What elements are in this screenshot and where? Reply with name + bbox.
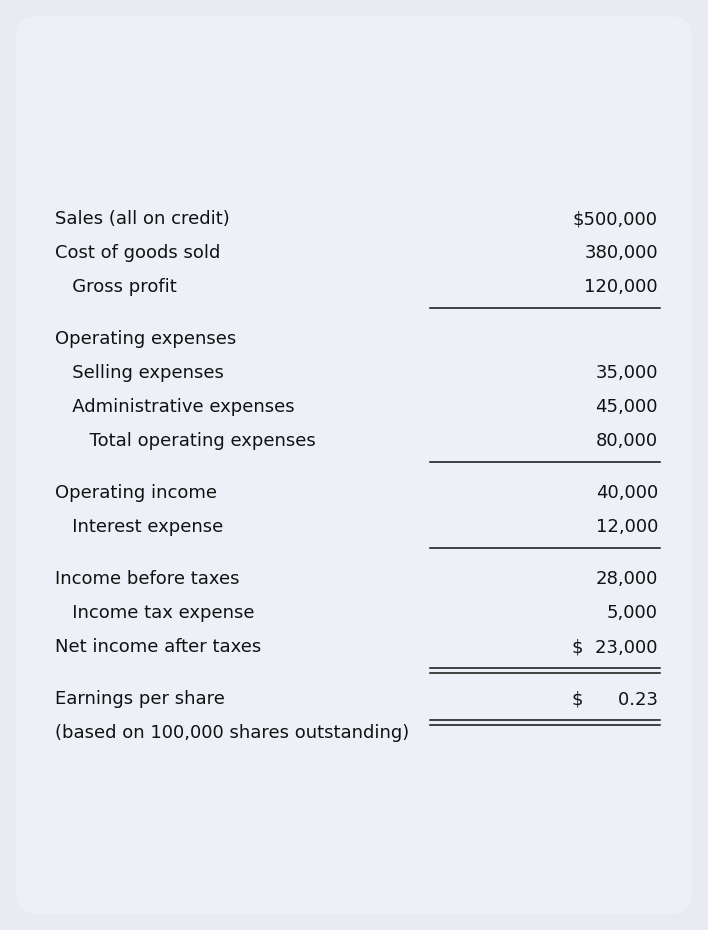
Text: Selling expenses: Selling expenses [55, 364, 224, 382]
Text: 80,000: 80,000 [596, 432, 658, 450]
Text: 380,000: 380,000 [584, 244, 658, 262]
Text: 120,000: 120,000 [584, 278, 658, 296]
Text: Operating income: Operating income [55, 484, 217, 502]
Text: Income tax expense: Income tax expense [55, 604, 254, 622]
Text: Total operating expenses: Total operating expenses [55, 432, 316, 450]
Text: (based on 100,000 shares outstanding): (based on 100,000 shares outstanding) [55, 724, 409, 742]
Text: Net income after taxes: Net income after taxes [55, 638, 261, 656]
Text: Administrative expenses: Administrative expenses [55, 398, 295, 416]
FancyBboxPatch shape [16, 16, 692, 914]
Text: 40,000: 40,000 [595, 484, 658, 502]
Text: Interest expense: Interest expense [55, 518, 223, 536]
Text: 35,000: 35,000 [595, 364, 658, 382]
Text: $  23,000: $ 23,000 [573, 638, 658, 656]
Text: Gross profit: Gross profit [55, 278, 177, 296]
Text: Earnings per share: Earnings per share [55, 690, 225, 708]
Text: Income before taxes: Income before taxes [55, 570, 239, 588]
Text: 45,000: 45,000 [595, 398, 658, 416]
Text: 12,000: 12,000 [595, 518, 658, 536]
Text: $500,000: $500,000 [573, 210, 658, 228]
Text: 5,000: 5,000 [607, 604, 658, 622]
Text: Sales (all on credit): Sales (all on credit) [55, 210, 230, 228]
Text: Cost of goods sold: Cost of goods sold [55, 244, 220, 262]
Text: $      0.23: $ 0.23 [572, 690, 658, 708]
Text: Operating expenses: Operating expenses [55, 330, 236, 348]
Text: 28,000: 28,000 [595, 570, 658, 588]
